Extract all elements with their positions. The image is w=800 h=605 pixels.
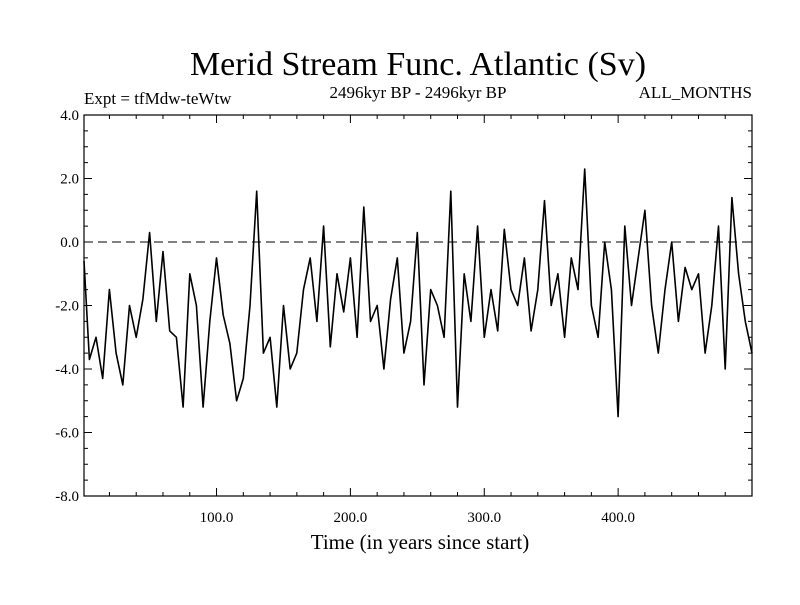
- experiment-label: Expt = tfMdw-teWtw: [84, 89, 232, 108]
- y-tick-label: -8.0: [55, 489, 79, 505]
- y-tick-label: 2.0: [60, 172, 79, 188]
- months-label: ALL_MONTHS: [639, 83, 752, 102]
- series-line: [83, 168, 753, 418]
- x-tick-label: 400.0: [601, 510, 635, 526]
- y-tick-label: 4.0: [60, 108, 79, 124]
- x-tick-label: 300.0: [467, 510, 501, 526]
- period-label: 2496kyr BP - 2496kyr BP: [330, 83, 507, 102]
- y-tick-label: -2.0: [55, 299, 79, 315]
- x-tick-label: 200.0: [334, 510, 368, 526]
- x-axis-label: Time (in years since start): [311, 530, 530, 554]
- y-tick-label: -4.0: [55, 362, 79, 378]
- chart-title: Merid Stream Func. Atlantic (Sv): [190, 46, 646, 83]
- x-tick-label: 100.0: [200, 510, 234, 526]
- y-tick-label: 0.0: [60, 235, 79, 251]
- y-tick-label: -6.0: [55, 426, 79, 442]
